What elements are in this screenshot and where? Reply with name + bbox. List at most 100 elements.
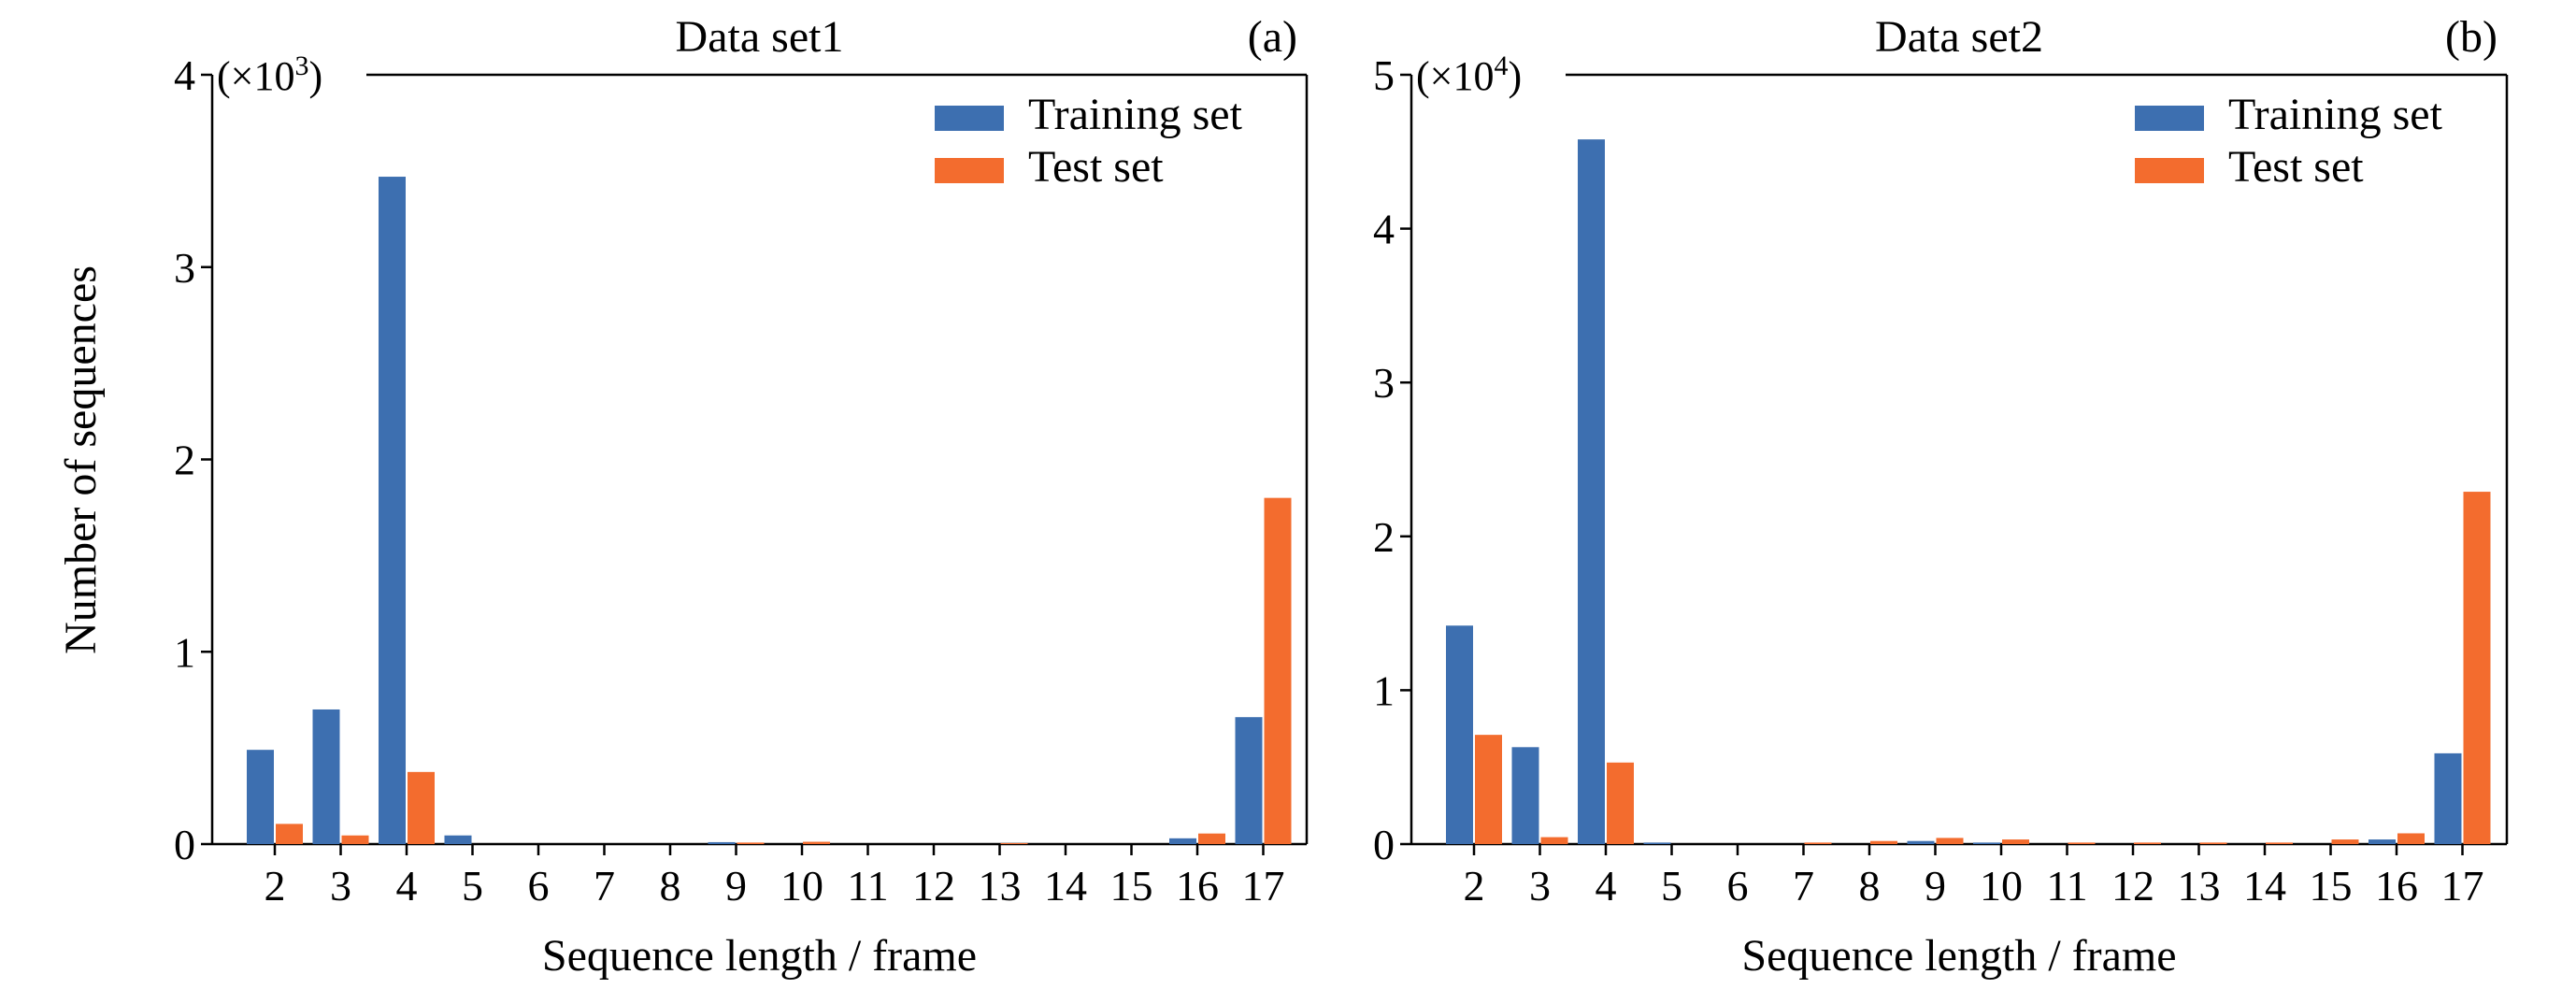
bar-test	[2134, 842, 2161, 844]
bar-training	[379, 177, 406, 845]
bar-test	[1198, 833, 1225, 844]
x-tick-label: 16	[2375, 862, 2418, 910]
x-tick-label: 9	[1925, 862, 1946, 910]
y-tick-label: 3	[174, 244, 195, 292]
y-tick-label: 4	[174, 51, 195, 99]
bar-training	[247, 750, 274, 844]
bar-test	[1936, 838, 1964, 844]
x-tick-label: 14	[2243, 862, 2286, 910]
x-tick-label: 7	[594, 862, 615, 910]
x-tick-label: 16	[1176, 862, 1219, 910]
legend-label-training: Training set	[2228, 90, 2443, 139]
chart-title: Data set1	[676, 12, 844, 62]
y-tick-label: 0	[1373, 821, 1395, 868]
bar-test	[1000, 842, 1028, 844]
legend-swatch-test	[2135, 158, 2204, 183]
bar-training	[1578, 139, 1605, 844]
bar-test	[2068, 842, 2096, 844]
y-tick-label: 2	[174, 437, 195, 484]
bar-training	[1973, 842, 2000, 844]
x-tick-label: 12	[2111, 862, 2154, 910]
x-tick-label: 2	[1464, 862, 1485, 910]
legend-label-training: Training set	[1028, 90, 1243, 139]
x-tick-label: 11	[847, 862, 888, 910]
bar-training	[1511, 747, 1539, 844]
x-tick-label: 6	[1727, 862, 1749, 910]
x-tick-label: 17	[1242, 862, 1285, 910]
bar-training	[1169, 838, 1196, 844]
bar-test	[1804, 842, 1832, 844]
bar-training	[312, 709, 340, 844]
x-tick-label: 5	[462, 862, 483, 910]
scale-base: (×10	[1416, 53, 1494, 99]
bar-training	[708, 841, 736, 844]
scale-close: )	[1508, 53, 1522, 99]
x-tick-label: 8	[660, 862, 681, 910]
scale-exponent: 4	[1494, 50, 1508, 81]
x-tick-label: 14	[1044, 862, 1087, 910]
x-tick-label: 7	[1793, 862, 1814, 910]
bar-training	[1446, 625, 1473, 844]
bar-test	[1870, 840, 1897, 844]
bar-test	[2331, 839, 2359, 844]
y-tick-label: 3	[1373, 359, 1395, 407]
legend-swatch-test	[935, 158, 1004, 183]
y-tick-label: 0	[174, 821, 195, 868]
x-tick-label: 2	[265, 862, 286, 910]
x-tick-label: 5	[1661, 862, 1682, 910]
bar-training	[1907, 840, 1935, 844]
x-axis-label: Sequence length / frame	[1741, 931, 2176, 981]
axis-scale-label: (×104)	[1416, 50, 1522, 99]
y-tick-label: 2	[1373, 513, 1395, 561]
y-tick-label: 4	[1373, 206, 1395, 253]
x-tick-label: 3	[330, 862, 351, 910]
bar-test	[803, 841, 830, 844]
bar-test	[2397, 833, 2425, 844]
bar-training	[2368, 839, 2396, 844]
x-tick-label: 11	[2046, 862, 2087, 910]
x-tick-label: 13	[979, 862, 1022, 910]
scale-exponent: 3	[294, 50, 308, 81]
y-axis-label: Number of sequences	[56, 265, 106, 654]
x-tick-label: 13	[2178, 862, 2221, 910]
bar-test	[2199, 842, 2227, 844]
x-tick-label: 9	[725, 862, 747, 910]
legend-swatch-training	[2135, 106, 2204, 131]
bar-test	[276, 824, 303, 844]
bar-training	[1235, 717, 1263, 844]
chart-title: Data set2	[1875, 12, 2043, 62]
x-tick-label: 6	[528, 862, 550, 910]
x-tick-label: 15	[2310, 862, 2353, 910]
bar-training	[1643, 842, 1671, 844]
x-tick-label: 4	[396, 862, 418, 910]
legend-label-test: Test set	[1028, 142, 1164, 192]
bar-test	[1475, 735, 1502, 844]
legend-label-test: Test set	[2228, 142, 2364, 192]
x-tick-label: 4	[1596, 862, 1617, 910]
x-axis-label: Sequence length / frame	[542, 931, 977, 981]
bar-test	[1607, 762, 1634, 844]
bar-training	[444, 835, 472, 844]
bar-test	[2266, 842, 2293, 844]
axis-scale-label: (×103)	[217, 50, 322, 99]
bar-test	[408, 771, 435, 844]
bar-test	[1264, 497, 1292, 844]
bar-training	[2434, 752, 2462, 844]
x-tick-label: 15	[1110, 862, 1153, 910]
scale-close: )	[308, 53, 322, 99]
y-tick-label: 1	[174, 628, 195, 676]
legend-swatch-training	[935, 106, 1004, 131]
bar-test	[2463, 492, 2491, 844]
x-tick-label: 12	[912, 862, 955, 910]
x-tick-label: 10	[1980, 862, 2023, 910]
bar-test	[737, 842, 765, 844]
x-tick-label: 10	[780, 862, 823, 910]
bar-test	[2002, 839, 2029, 844]
panel-label: (a)	[1248, 12, 1297, 62]
y-tick-label: 5	[1373, 51, 1395, 99]
y-tick-label: 1	[1373, 666, 1395, 714]
x-tick-label: 3	[1529, 862, 1551, 910]
